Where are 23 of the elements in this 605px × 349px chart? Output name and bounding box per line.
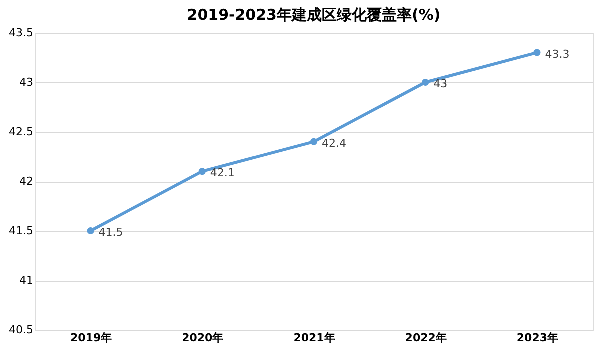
x-tick-label: 2020年: [182, 332, 224, 344]
y-tick-label: 42.5: [9, 126, 34, 138]
point: [310, 138, 318, 146]
x-tick-label: 2023年: [516, 332, 559, 344]
chart-title: 2019-2023年建成区绿化覆盖率(%): [187, 6, 441, 24]
point: [87, 227, 94, 235]
point: [534, 49, 541, 56]
data-label: 43: [434, 78, 448, 90]
point: [198, 168, 206, 176]
y-tick-label: 43.5: [9, 26, 34, 40]
point: [422, 78, 430, 86]
x-tick-label: 2021年: [294, 332, 336, 344]
data-label: 42.4: [322, 136, 346, 150]
data-label: 43.3: [545, 48, 570, 61]
x-tick-label: 2019年: [70, 332, 112, 344]
y-tick-label: 40.5: [9, 324, 34, 336]
x-tick-label: 2022年: [405, 332, 447, 344]
y-tick-label: 42: [20, 175, 34, 188]
y-tick-label: 41.5: [9, 224, 34, 238]
y-tick-label: 41: [20, 274, 34, 287]
data-label: 42.1: [210, 166, 235, 180]
data-label: 41.5: [98, 226, 124, 239]
y-tick-label: 43: [20, 76, 34, 89]
